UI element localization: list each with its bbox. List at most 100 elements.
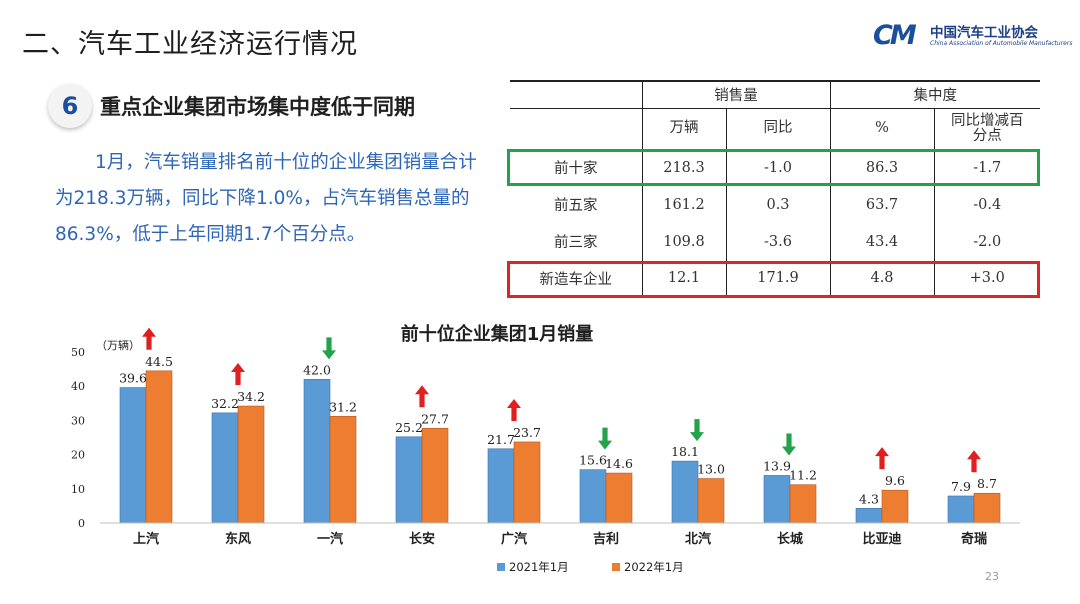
group-header-concentration: 集中度 — [829, 80, 1040, 109]
data-label: 13.9 — [763, 458, 791, 473]
table-row: 新造车企业 12.1 171.9 4.8 +3.0 — [510, 260, 1040, 298]
legend-swatch — [612, 563, 620, 571]
bar — [881, 489, 909, 524]
y-tick-label: 30 — [71, 414, 85, 427]
caam-logo: CM 中国汽车工业协会 China Association of Automob… — [873, 18, 1072, 54]
table-group-header-row: 销售量 集中度 — [510, 80, 1040, 109]
bar — [211, 412, 239, 524]
bar — [671, 460, 699, 524]
up-arrow-icon — [142, 327, 156, 350]
table-row: 前五家 161.2 0.3 63.7 -0.4 — [510, 186, 1040, 223]
table-cell: 171.9 — [725, 260, 830, 298]
sub-header-share: % — [829, 108, 934, 150]
up-arrow-icon — [875, 447, 889, 470]
x-axis: 上汽 东风 一汽 长安 广汽 吉利 北汽 长城 比亚迪 奇瑞 — [100, 522, 1020, 547]
sales-bar-chart: 前十位企业集团1月销量 （万辆） 0 10 20 30 40 50 39.6 44.5 32.… — [71, 323, 1020, 574]
table-sub-header-row: 万辆 同比 % 同比增减百分点 — [510, 108, 1040, 150]
table-cell: 218.3 — [641, 149, 726, 186]
x-tick-label: 奇瑞 — [961, 531, 987, 547]
summary-text: 1月，汽车销量排名前十位的企业集团销量合计为218.3万辆，同比下降1.0%，占… — [55, 152, 477, 245]
data-label: 32.2 — [211, 396, 239, 411]
data-label: 8.7 — [977, 476, 997, 491]
slide-title: 二、汽车工业经济运行情况 — [22, 29, 358, 60]
page-number: 23 — [985, 570, 999, 583]
bar — [329, 415, 357, 524]
bar — [605, 472, 633, 524]
bar — [973, 492, 1001, 524]
legend-swatch — [497, 563, 505, 571]
table-cell: -0.4 — [933, 186, 1040, 223]
data-label: 23.7 — [513, 425, 541, 440]
chart-title: 前十位企业集团1月销量 — [401, 323, 594, 345]
y-axis-unit-label: （万辆） — [96, 338, 140, 352]
bar — [145, 370, 173, 524]
bar — [395, 436, 423, 524]
bar — [579, 469, 607, 524]
data-label: 9.6 — [885, 473, 905, 488]
table-cell: -1.0 — [725, 149, 830, 186]
table-cell: -3.6 — [725, 223, 830, 260]
data-label: 44.5 — [145, 354, 173, 369]
table-cell: +3.0 — [933, 260, 1040, 298]
y-tick-label: 40 — [71, 380, 85, 393]
bar — [119, 387, 147, 524]
data-label: 4.3 — [859, 491, 879, 506]
top-ten-highlight-box — [507, 149, 1040, 186]
bar — [697, 478, 725, 524]
table-cell: -1.7 — [933, 149, 1040, 186]
table-cell: 0.3 — [725, 186, 830, 223]
data-labels-group: 39.6 44.5 32.234.2 42.0 31.2 25.227.7 21.723.7… — [119, 354, 997, 506]
data-label: 21.7 — [487, 432, 515, 447]
table-row: 前三家 109.8 -3.6 43.4 -2.0 — [510, 223, 1040, 260]
down-arrow-icon — [690, 419, 704, 442]
caam-logo-mark: CM — [873, 20, 917, 51]
table-cell: 12.1 — [641, 260, 726, 298]
bar — [789, 484, 817, 524]
down-arrow-icon — [782, 433, 796, 456]
up-arrow-icon — [415, 385, 429, 408]
bar — [855, 507, 883, 524]
bar — [513, 441, 541, 524]
row-label: 前五家 — [554, 198, 598, 214]
data-label: 27.7 — [421, 411, 449, 426]
sub-header-share-change: 同比增减百分点 — [933, 108, 1040, 150]
concentration-table: 销售量 集中度 万辆 同比 % 同比增减百分点 前十家 218.3 -1.0 8… — [510, 80, 1040, 298]
legend-label: 2021年1月 — [509, 560, 569, 574]
data-label: 14.6 — [605, 456, 633, 471]
data-label: 31.2 — [329, 399, 357, 414]
y-axis: 0 10 20 30 40 50 — [71, 346, 85, 530]
up-arrow-icon — [967, 450, 981, 473]
y-tick-label: 0 — [78, 517, 85, 530]
row-label: 前十家 — [554, 161, 598, 178]
bar — [237, 405, 265, 524]
row-label: 前三家 — [554, 235, 598, 251]
table-row: 前十家 218.3 -1.0 86.3 -1.7 — [510, 149, 1040, 186]
up-arrow-icon — [231, 363, 245, 386]
x-tick-label: 北汽 — [685, 531, 711, 547]
data-label: 11.2 — [789, 468, 817, 483]
up-arrow-icon — [507, 398, 521, 421]
bar — [421, 427, 449, 524]
logo-name-en: China Association of Automobile Manufact… — [930, 40, 1073, 47]
new-ev-highlight-box — [507, 261, 1040, 298]
y-tick-label: 20 — [71, 449, 85, 462]
bar — [947, 495, 975, 524]
x-tick-label: 广汽 — [501, 531, 527, 547]
data-label: 39.6 — [119, 371, 147, 386]
bar — [303, 379, 331, 524]
data-label: 34.2 — [237, 389, 265, 404]
table-cell: 86.3 — [829, 149, 934, 186]
data-label: 7.9 — [951, 479, 971, 494]
data-label: 18.1 — [671, 444, 699, 459]
group-header-sales: 销售量 — [641, 80, 830, 109]
x-tick-label: 吉利 — [593, 531, 619, 547]
table-cell: 161.2 — [641, 186, 726, 223]
y-tick-label: 10 — [71, 483, 85, 496]
bars-group — [119, 370, 1001, 524]
data-label: 15.6 — [579, 453, 607, 468]
legend-label: 2022年1月 — [624, 560, 684, 574]
y-tick-label: 50 — [71, 346, 85, 359]
data-label: 25.2 — [395, 420, 423, 435]
table-cell: -2.0 — [933, 223, 1040, 260]
x-tick-label: 长安 — [409, 531, 435, 547]
